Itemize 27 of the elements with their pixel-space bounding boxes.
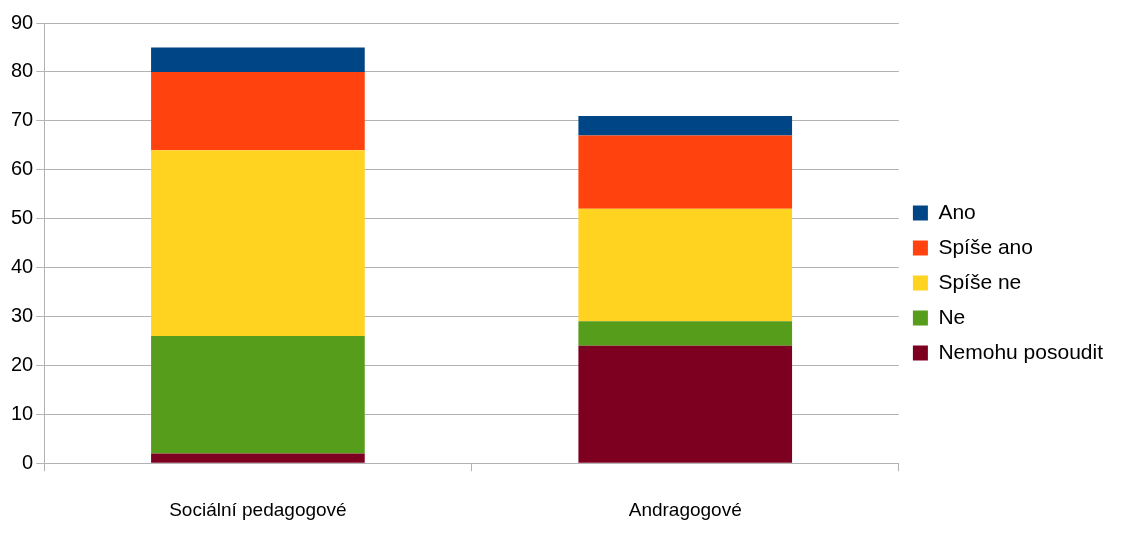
y-tick-label: 30 [11, 303, 34, 326]
y-tick-label: 60 [11, 157, 34, 180]
y-tick-label: 50 [11, 206, 34, 229]
bar [151, 47, 365, 72]
bar [151, 71, 365, 151]
x-tick-label: Andragogové [628, 498, 742, 520]
bar [578, 208, 793, 322]
y-tick-label: 10 [11, 401, 34, 424]
y-tick-label: 0 [22, 450, 34, 473]
x-tick-label: Sociální pedagogové [169, 498, 347, 520]
y-tick-label: 20 [11, 352, 34, 375]
bar [578, 345, 793, 463]
bar [578, 115, 793, 136]
legend-label: Nemohu posoudit [938, 339, 1104, 363]
bar [578, 135, 793, 209]
y-tick-label: 40 [11, 255, 34, 278]
legend-label: Spíše ano [938, 234, 1033, 258]
y-tick-label: 90 [11, 10, 34, 33]
bar [578, 321, 793, 346]
bar [151, 150, 365, 337]
y-tick-label: 70 [11, 108, 34, 131]
legend-label: Ano [938, 199, 976, 223]
legend-label: Ne [938, 304, 966, 328]
legend-label: Spíše ne [938, 269, 1022, 293]
bar [151, 453, 365, 463]
bar [151, 336, 365, 454]
y-tick-label: 80 [11, 59, 34, 82]
